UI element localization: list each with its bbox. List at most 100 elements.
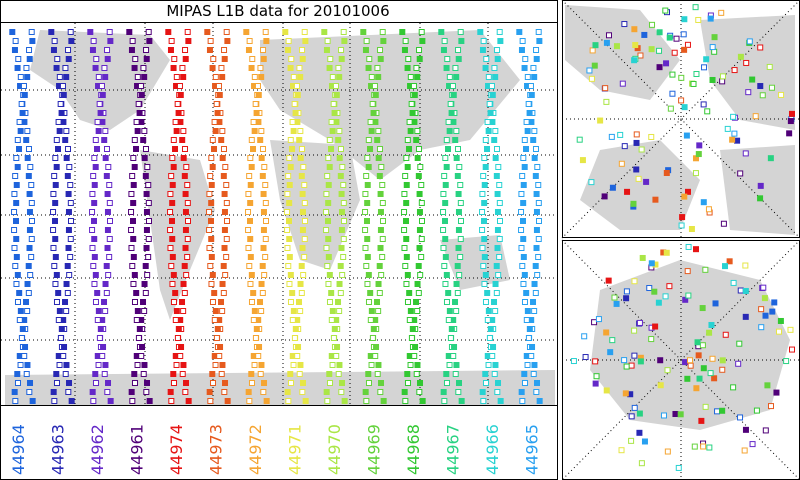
track-marker	[329, 308, 336, 314]
track-marker	[497, 38, 504, 44]
track-marker	[455, 47, 462, 53]
track-marker	[301, 236, 308, 242]
track-marker	[107, 38, 114, 44]
track-marker	[684, 41, 691, 48]
track-marker	[742, 426, 749, 433]
track-marker	[179, 299, 186, 305]
track-marker	[21, 119, 28, 125]
track-marker	[246, 173, 253, 179]
track-marker	[220, 146, 227, 152]
track-marker	[64, 146, 71, 152]
track-marker	[497, 398, 504, 404]
track-marker	[170, 137, 177, 143]
track-marker	[457, 218, 464, 224]
track-marker	[440, 209, 447, 215]
track-marker	[24, 74, 31, 80]
track-marker	[332, 83, 339, 89]
track-marker	[636, 429, 643, 436]
track-marker	[104, 56, 111, 62]
track-marker	[130, 218, 137, 224]
track-marker	[296, 137, 303, 143]
legend-label: 44971	[286, 424, 305, 475]
track-marker	[25, 290, 32, 296]
track-marker	[447, 101, 454, 107]
track-marker	[531, 308, 538, 314]
track-marker	[408, 101, 415, 107]
track-marker	[699, 342, 706, 349]
track-marker	[493, 146, 500, 152]
track-marker	[94, 317, 101, 323]
track-marker	[481, 200, 488, 206]
track-marker	[336, 155, 343, 161]
track-marker	[607, 349, 614, 356]
track-marker	[418, 182, 425, 188]
track-marker	[379, 200, 386, 206]
track-marker	[291, 101, 298, 107]
track-marker	[145, 200, 152, 206]
track-marker	[376, 290, 383, 296]
track-marker	[92, 299, 99, 305]
track-marker	[324, 173, 331, 179]
track-marker	[128, 227, 135, 233]
track-marker	[106, 254, 113, 260]
track-marker	[531, 128, 538, 134]
track-marker	[526, 326, 533, 332]
track-marker	[169, 236, 176, 242]
track-marker	[288, 56, 295, 62]
track-marker	[60, 353, 67, 359]
track-marker	[593, 373, 600, 380]
track-marker	[217, 344, 224, 350]
track-marker	[323, 245, 330, 251]
track-marker	[91, 155, 98, 161]
legend-label: 44967	[444, 424, 463, 475]
track-marker	[591, 319, 598, 326]
track-marker	[691, 443, 698, 450]
track-marker	[65, 245, 72, 251]
track-marker	[24, 281, 31, 287]
track-marker	[613, 43, 620, 50]
track-marker	[742, 150, 749, 157]
track-marker	[21, 92, 28, 98]
track-marker	[535, 29, 542, 35]
track-marker	[496, 29, 503, 35]
track-marker	[167, 209, 174, 215]
track-marker	[93, 56, 100, 62]
track-marker	[257, 299, 264, 305]
track-marker	[621, 21, 628, 28]
track-marker	[696, 142, 703, 149]
track-marker	[144, 164, 151, 170]
track-marker	[223, 254, 230, 260]
track-marker	[443, 65, 450, 71]
track-marker	[177, 92, 184, 98]
track-marker	[298, 173, 305, 179]
track-marker	[633, 131, 640, 138]
track-marker	[683, 132, 690, 139]
track-marker	[618, 160, 625, 167]
track-marker	[442, 155, 449, 161]
track-marker	[286, 200, 293, 206]
track-marker	[364, 182, 371, 188]
track-marker	[335, 137, 342, 143]
track-marker	[18, 101, 25, 107]
track-marker	[14, 299, 21, 305]
track-marker	[184, 29, 191, 35]
track-marker	[224, 38, 231, 44]
track-marker	[333, 119, 340, 125]
track-marker	[218, 65, 225, 71]
track-marker	[328, 146, 335, 152]
track-marker	[656, 29, 663, 36]
track-marker	[258, 281, 265, 287]
track-marker	[409, 326, 416, 332]
track-marker	[737, 414, 744, 421]
track-marker	[521, 371, 528, 377]
track-marker	[182, 56, 189, 62]
track-marker	[91, 182, 98, 188]
track-marker	[704, 108, 711, 115]
track-marker	[143, 56, 150, 62]
track-marker	[442, 182, 449, 188]
track-marker	[450, 119, 457, 125]
track-marker	[709, 355, 716, 362]
track-marker	[99, 92, 106, 98]
track-marker	[214, 326, 221, 332]
track-marker	[682, 359, 689, 366]
